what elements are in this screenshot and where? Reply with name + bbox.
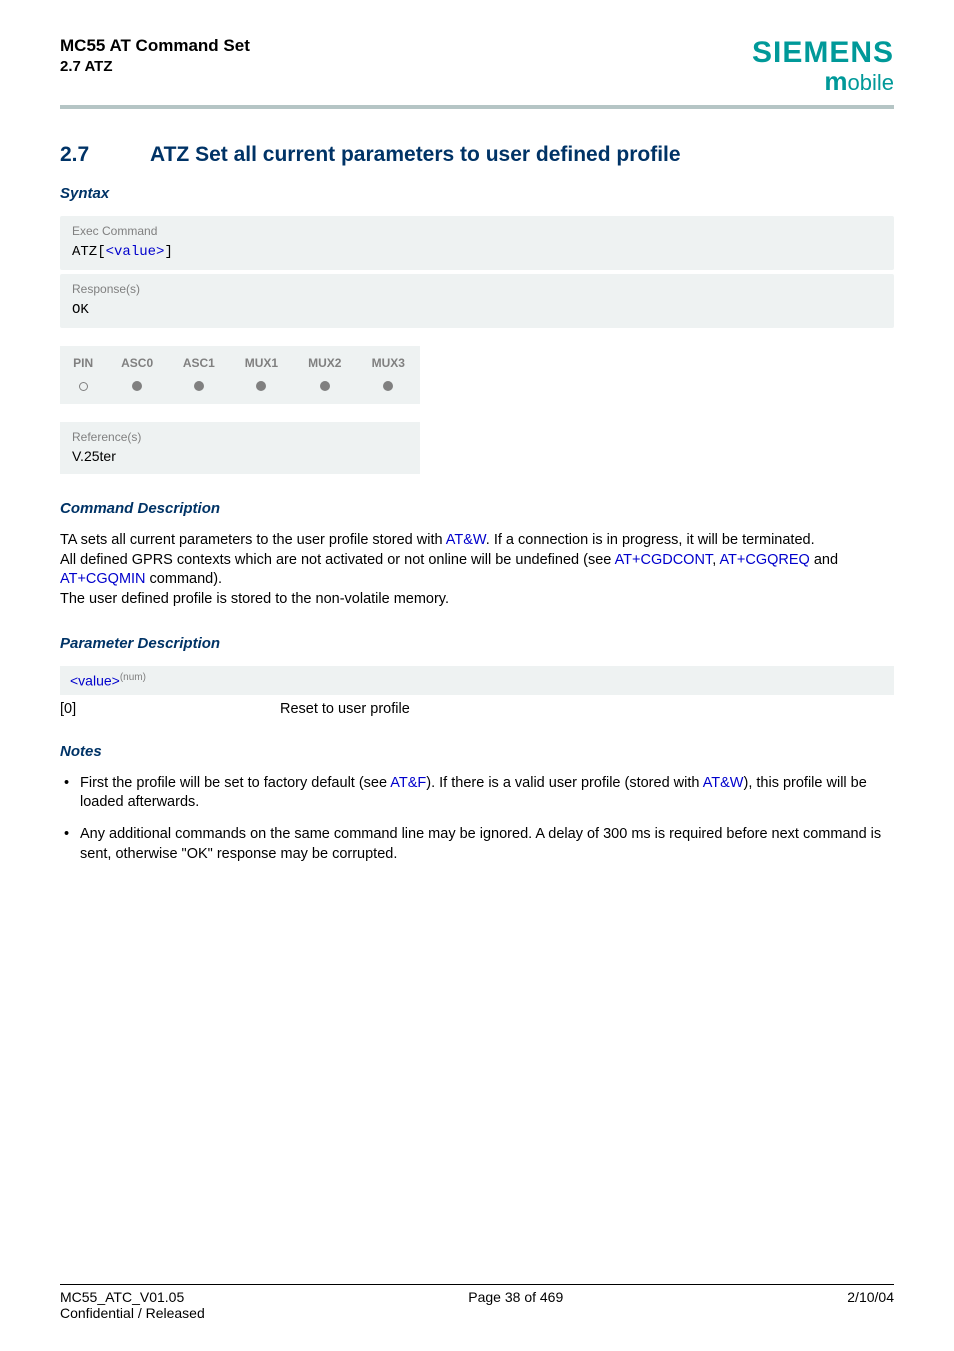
cmd-desc-p2a: All defined GPRS contexts which are not … — [60, 552, 615, 568]
dot-filled-icon — [320, 381, 330, 391]
doc-subtitle: 2.7 ATZ — [60, 58, 250, 75]
exec-param-link[interactable]: <value> — [106, 244, 165, 260]
cmd-desc-p2d: command). — [146, 571, 223, 587]
param-row: <value>(num) — [60, 666, 894, 695]
footer-left2: Confidential / Released — [60, 1305, 894, 1321]
cgqmin-link[interactable]: AT+CGQMIN — [60, 571, 146, 587]
cap-col-asc1: ASC1 — [168, 352, 230, 374]
notes-label: Notes — [60, 743, 894, 760]
references-box: Reference(s) V.25ter — [60, 422, 420, 474]
footer-rule — [60, 1284, 894, 1285]
cap-col-mux2: MUX2 — [293, 352, 356, 374]
param-desc-label: Parameter Description — [60, 635, 894, 652]
brand-name: SIEMENS — [752, 36, 894, 70]
response-label: Response(s) — [72, 282, 882, 296]
exec-line: ATZ[<value>] — [72, 244, 882, 260]
cap-col-mux1: MUX1 — [230, 352, 293, 374]
capability-table: PIN ASC0 ASC1 MUX1 MUX2 MUX3 — [60, 346, 420, 404]
cmd-desc-p2c: and — [810, 552, 838, 568]
note1-b: ). If there is a valid user profile (sto… — [426, 775, 702, 791]
exec-bracket-close: ] — [164, 244, 172, 260]
dot-filled-icon — [132, 381, 142, 391]
note-item-1: First the profile will be set to factory… — [60, 774, 894, 813]
cmd-desc-p2: All defined GPRS contexts which are not … — [60, 551, 894, 590]
syntax-label: Syntax — [60, 185, 894, 202]
footer-right: 2/10/04 — [847, 1289, 894, 1305]
cgdcont-link[interactable]: AT+CGDCONT — [615, 552, 713, 568]
brand-sub-m: m — [824, 66, 847, 96]
footer-left: MC55_ATC_V01.05 — [60, 1289, 184, 1305]
references-label: Reference(s) — [72, 430, 408, 444]
header-left: MC55 AT Command Set 2.7 ATZ — [60, 36, 250, 75]
cap-col-mux3: MUX3 — [357, 352, 420, 374]
param-val-text: Reset to user profile — [280, 701, 410, 717]
dot-filled-icon — [194, 381, 204, 391]
table-row — [60, 374, 420, 398]
table-header-row: PIN ASC0 ASC1 MUX1 MUX2 MUX3 — [60, 352, 420, 374]
note-item-2: Any additional commands on the same comm… — [60, 825, 894, 864]
cap-col-pin: PIN — [60, 352, 106, 374]
atf-link[interactable]: AT&F — [390, 775, 426, 791]
atw-link[interactable]: AT&W — [446, 532, 486, 548]
brand-sub-rest: obile — [848, 70, 894, 95]
header-rule — [60, 105, 894, 109]
exec-command-box: Exec Command ATZ[<value>] — [60, 216, 894, 270]
cmd-desc-p1a: TA sets all current parameters to the us… — [60, 532, 446, 548]
footer-center: Page 38 of 469 — [468, 1289, 563, 1305]
exec-bracket-open: [ — [97, 244, 105, 260]
cmd-desc-p1b: . If a connection is in progress, it wil… — [486, 532, 815, 548]
atw-link-2[interactable]: AT&W — [703, 775, 744, 791]
response-text: OK — [72, 302, 882, 318]
param-value-row: [0] Reset to user profile — [60, 701, 894, 717]
cmd-desc-p1: TA sets all current parameters to the us… — [60, 531, 894, 551]
section-title: ATZ Set all current parameters to user d… — [150, 143, 681, 166]
dot-open-icon — [79, 382, 88, 391]
cgqreq-link[interactable]: AT+CGQREQ — [719, 552, 809, 568]
brand-block: SIEMENS mobile — [752, 36, 894, 97]
dot-filled-icon — [383, 381, 393, 391]
page-footer: MC55_ATC_V01.05 Page 38 of 469 2/10/04 C… — [60, 1284, 894, 1321]
param-val-key: [0] — [60, 701, 280, 717]
section-heading: 2.7ATZ Set all current parameters to use… — [60, 143, 894, 167]
dot-filled-icon — [256, 381, 266, 391]
references-text: V.25ter — [72, 448, 408, 464]
brand-subline: mobile — [752, 66, 894, 97]
cap-col-asc0: ASC0 — [106, 352, 168, 374]
exec-prefix: ATZ — [72, 244, 97, 260]
cmd-desc-p3: The user defined profile is stored to th… — [60, 590, 894, 610]
response-box: Response(s) OK — [60, 274, 894, 328]
cmd-desc-label: Command Description — [60, 500, 894, 517]
section-number: 2.7 — [60, 143, 150, 167]
note1-a: First the profile will be set to factory… — [80, 775, 390, 791]
doc-title: MC55 AT Command Set — [60, 36, 250, 56]
param-sup: (num) — [120, 672, 146, 683]
param-name-link[interactable]: <value> — [70, 673, 120, 689]
exec-label: Exec Command — [72, 224, 882, 238]
page-header: MC55 AT Command Set 2.7 ATZ SIEMENS mobi… — [60, 36, 894, 97]
